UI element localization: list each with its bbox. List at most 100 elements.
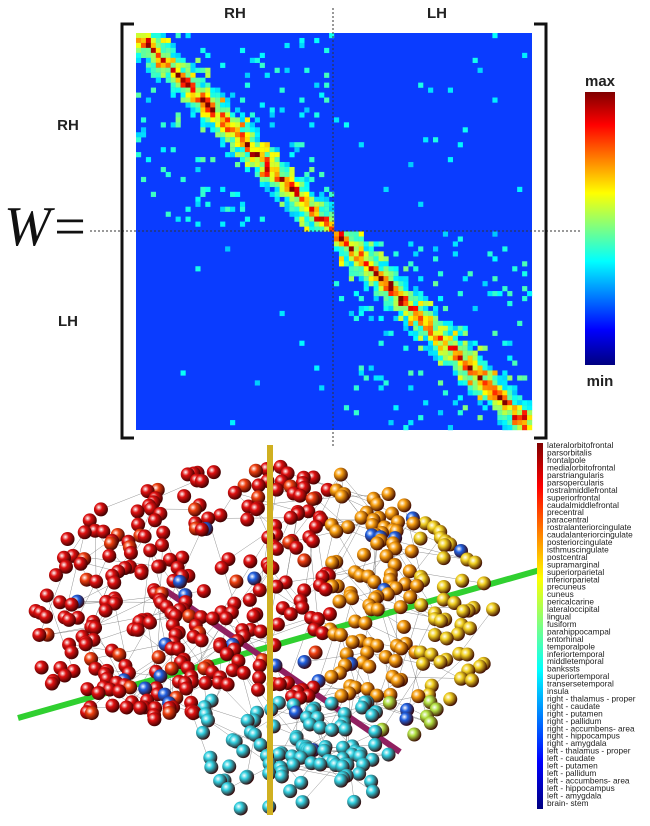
- matrix-cell: [210, 107, 215, 112]
- matrix-cell: [443, 390, 448, 395]
- matrix-cell: [275, 182, 280, 187]
- node: [486, 602, 500, 616]
- matrix-cell: [408, 420, 413, 425]
- matrix-cell: [458, 331, 463, 336]
- matrix-cell: [304, 182, 309, 187]
- matrix-cell: [240, 147, 245, 152]
- matrix-cell: [240, 127, 245, 132]
- matrix-cell: [453, 326, 458, 331]
- matrix-cell: [161, 68, 166, 73]
- matrix-cell: [151, 58, 156, 63]
- matrix-cell: [487, 365, 492, 370]
- matrix-cell: [220, 222, 225, 227]
- matrix-cell: [176, 83, 181, 88]
- matrix-cell: [463, 370, 468, 375]
- matrix-cell: [309, 167, 314, 172]
- matrix-cell: [151, 53, 156, 58]
- matrix-cell: [265, 157, 270, 162]
- matrix-cell: [324, 197, 329, 202]
- matrix-cell: [285, 192, 290, 197]
- matrix-cell: [240, 117, 245, 122]
- matrix-cell: [171, 83, 176, 88]
- matrix-cell: [393, 271, 398, 276]
- matrix-cell: [507, 356, 512, 361]
- node: [329, 524, 343, 538]
- matrix-cell: [433, 281, 438, 286]
- matrix-cell: [418, 326, 423, 331]
- matrix-cell: [478, 385, 483, 390]
- matrix-cell: [418, 83, 423, 88]
- matrix-cell: [195, 88, 200, 93]
- matrix-cell: [299, 112, 304, 117]
- matrix-cell: [349, 261, 354, 266]
- matrix-cell: [438, 336, 443, 341]
- matrix-cell: [245, 117, 250, 122]
- matrix-cell: [483, 370, 488, 375]
- matrix-cell: [324, 217, 329, 222]
- node: [437, 551, 451, 565]
- matrix-cell: [374, 266, 379, 271]
- node: [306, 492, 320, 506]
- matrix-cell: [344, 261, 349, 266]
- matrix-cell: [502, 390, 507, 395]
- matrix-cell: [512, 410, 517, 415]
- matrix-cell: [398, 276, 403, 281]
- matrix-cell: [319, 197, 324, 202]
- matrix-cell: [285, 172, 290, 177]
- matrix-cell: [354, 266, 359, 271]
- matrix-cell: [339, 251, 344, 256]
- matrix-cell: [181, 68, 186, 73]
- node: [428, 628, 442, 642]
- node: [173, 575, 187, 589]
- matrix-cell: [225, 207, 230, 212]
- node: [89, 575, 103, 589]
- matrix-cell: [161, 73, 166, 78]
- matrix-cell: [146, 63, 151, 68]
- matrix-cell: [265, 187, 270, 192]
- matrix-cell: [374, 281, 379, 286]
- matrix-cell: [423, 321, 428, 326]
- matrix-cell: [200, 83, 205, 88]
- matrix-cell: [309, 157, 314, 162]
- node: [131, 504, 145, 518]
- matrix-cell: [473, 385, 478, 390]
- matrix-cell: [275, 167, 280, 172]
- matrix-cell: [428, 346, 433, 351]
- matrix-cell: [195, 78, 200, 83]
- matrix-cell: [428, 321, 433, 326]
- matrix-cell: [364, 261, 369, 266]
- matrix-cell: [146, 38, 151, 43]
- matrix-cell: [136, 152, 141, 157]
- matrix-cell: [171, 73, 176, 78]
- matrix-cell: [299, 341, 304, 346]
- matrix-cell: [369, 276, 374, 281]
- matrix-cell: [230, 127, 235, 132]
- node: [438, 538, 452, 552]
- matrix-cell: [413, 296, 418, 301]
- matrix-cell: [497, 380, 502, 385]
- node: [391, 674, 405, 688]
- matrix-cell: [418, 202, 423, 207]
- matrix-cell: [205, 98, 210, 103]
- matrix-cell: [374, 286, 379, 291]
- matrix-cell: [195, 197, 200, 202]
- matrix-cell: [349, 251, 354, 256]
- matrix-cell: [502, 405, 507, 410]
- matrix-cell: [299, 177, 304, 182]
- matrix-cell: [186, 88, 191, 93]
- matrix-cell: [413, 291, 418, 296]
- matrix-cell: [136, 53, 141, 58]
- matrix-cell: [379, 316, 384, 321]
- matrix-cell: [275, 147, 280, 152]
- matrix-cell: [463, 341, 468, 346]
- matrix-cell: [200, 122, 205, 127]
- matrix-cell: [384, 271, 389, 276]
- matrix-cell: [309, 197, 314, 202]
- matrix-cell: [220, 112, 225, 117]
- matrix-cell: [260, 182, 265, 187]
- matrix-cell: [349, 276, 354, 281]
- matrix-cell: [393, 306, 398, 311]
- matrix-cell: [309, 212, 314, 217]
- matrix-cell: [418, 415, 423, 420]
- matrix-cell: [265, 147, 270, 152]
